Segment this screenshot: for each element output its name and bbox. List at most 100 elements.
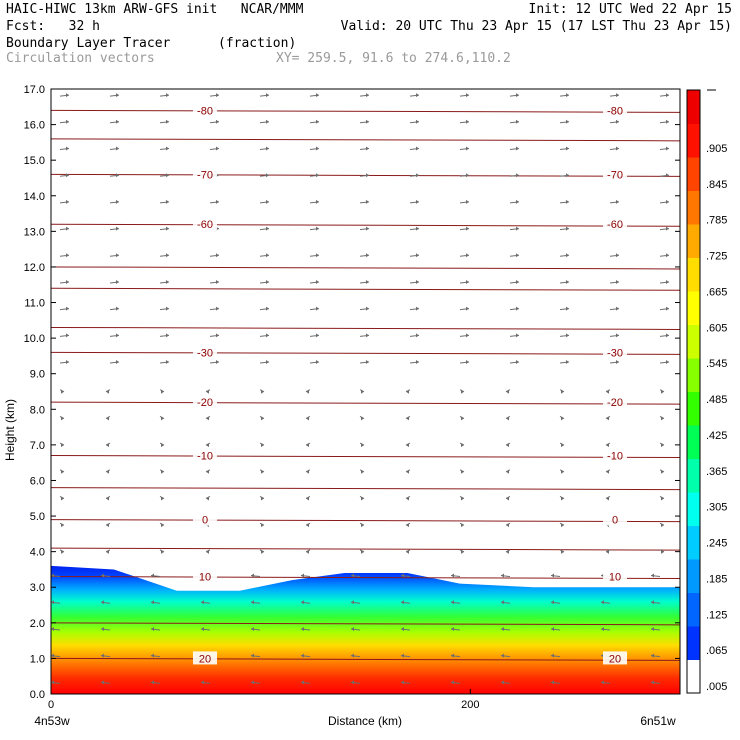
vector-head — [466, 306, 469, 311]
vector-head — [666, 360, 669, 365]
colorbar-label: .905 — [706, 143, 727, 155]
vector-head — [51, 626, 54, 631]
colorbar-swatch — [687, 559, 700, 593]
circulation-vectors — [51, 93, 670, 685]
vector-head — [166, 93, 169, 98]
vector-head — [666, 226, 669, 231]
colorbar-swatch — [687, 659, 700, 694]
vector-head — [361, 443, 364, 448]
vector-head — [266, 306, 269, 311]
y-tick-label: 6.0 — [30, 475, 45, 487]
contour-label-bg — [603, 167, 627, 181]
vector-head — [506, 389, 509, 394]
vector-head — [266, 253, 269, 258]
vector-head — [506, 523, 509, 528]
vector-head — [561, 443, 564, 448]
vector-head — [366, 226, 369, 231]
vector-head — [616, 279, 619, 284]
colorbar-label: .845 — [706, 179, 727, 191]
vector-head — [516, 146, 519, 151]
vector-head — [551, 573, 554, 578]
vector-head — [651, 653, 654, 658]
colorbar-swatch — [687, 90, 700, 124]
vector-head — [51, 600, 54, 605]
vector-head — [116, 93, 119, 98]
contour-label-bg — [193, 103, 217, 117]
vector-head — [366, 306, 369, 311]
contour-label-bg — [193, 217, 217, 231]
contour-label: 20 — [199, 653, 211, 665]
vector-head — [261, 416, 264, 421]
vector-head — [516, 333, 519, 338]
x-tick-label: 200 — [461, 699, 479, 711]
vector-head — [366, 173, 369, 178]
vector-head — [261, 389, 264, 394]
vector-head — [301, 626, 304, 631]
vector-head — [216, 333, 219, 338]
vector-head — [451, 626, 454, 631]
contour-line — [51, 326, 680, 330]
contour-label-bg — [603, 103, 627, 117]
vector-head — [566, 173, 569, 178]
vector-head — [616, 199, 619, 204]
vector-head — [116, 360, 119, 365]
vector-head — [116, 253, 119, 258]
vector-head — [451, 600, 454, 605]
vector-head — [216, 119, 219, 124]
vector-head — [51, 573, 54, 578]
vector-head — [601, 600, 604, 605]
contour-label: -20 — [197, 397, 213, 409]
valid-time: Valid: 20 UTC Thu 23 Apr 15 (17 LST Thu … — [340, 19, 732, 34]
vector-head — [606, 416, 609, 421]
vector-head — [666, 306, 669, 311]
contour-line — [51, 266, 680, 270]
vector-head — [316, 279, 319, 284]
colorbar-label: .065 — [706, 645, 727, 657]
vector-head — [61, 549, 64, 554]
colorbar-label: .485 — [706, 394, 727, 406]
vector-head — [566, 306, 569, 311]
vector-head — [366, 253, 369, 258]
cross-section-coords: XY= 259.5, 91.6 to 274.6,110.2 — [276, 51, 511, 66]
contour-label-bg — [193, 512, 217, 526]
contour-line — [51, 287, 680, 291]
colorbar-swatch — [687, 626, 700, 660]
vector-head — [61, 389, 64, 394]
vector-head — [261, 523, 264, 528]
vector-head — [416, 93, 419, 98]
colorbar-swatch — [687, 525, 700, 560]
vector-head — [216, 93, 219, 98]
vector-head — [561, 523, 564, 528]
vector-head — [366, 119, 369, 124]
colorbar — [686, 89, 716, 694]
vector-head — [466, 333, 469, 338]
contour-label: 0 — [202, 515, 208, 527]
vector-head — [516, 306, 519, 311]
vector-head — [506, 469, 509, 474]
y-tick-label: 9.0 — [30, 369, 45, 381]
vector-head — [266, 333, 269, 338]
vector-head — [301, 680, 304, 685]
vector-head — [61, 443, 64, 448]
vector-head — [666, 279, 669, 284]
vector-head — [106, 523, 109, 528]
vector-head — [566, 146, 569, 151]
vector-head — [66, 279, 69, 284]
vector-head — [661, 443, 664, 448]
vector-head — [351, 653, 354, 658]
vector-head — [166, 333, 169, 338]
contour-label: -30 — [607, 347, 623, 359]
vector-head — [416, 360, 419, 365]
vector-head — [661, 469, 664, 474]
vector-head — [316, 119, 319, 124]
vector-head — [616, 146, 619, 151]
vector-head — [206, 389, 209, 394]
vector-head — [106, 389, 109, 394]
colorbar-label: .425 — [706, 430, 727, 442]
vector-head — [366, 146, 369, 151]
vector-head — [566, 119, 569, 124]
colorbar-label: .785 — [706, 215, 727, 227]
vector-head — [106, 496, 109, 501]
vector-head — [216, 306, 219, 311]
